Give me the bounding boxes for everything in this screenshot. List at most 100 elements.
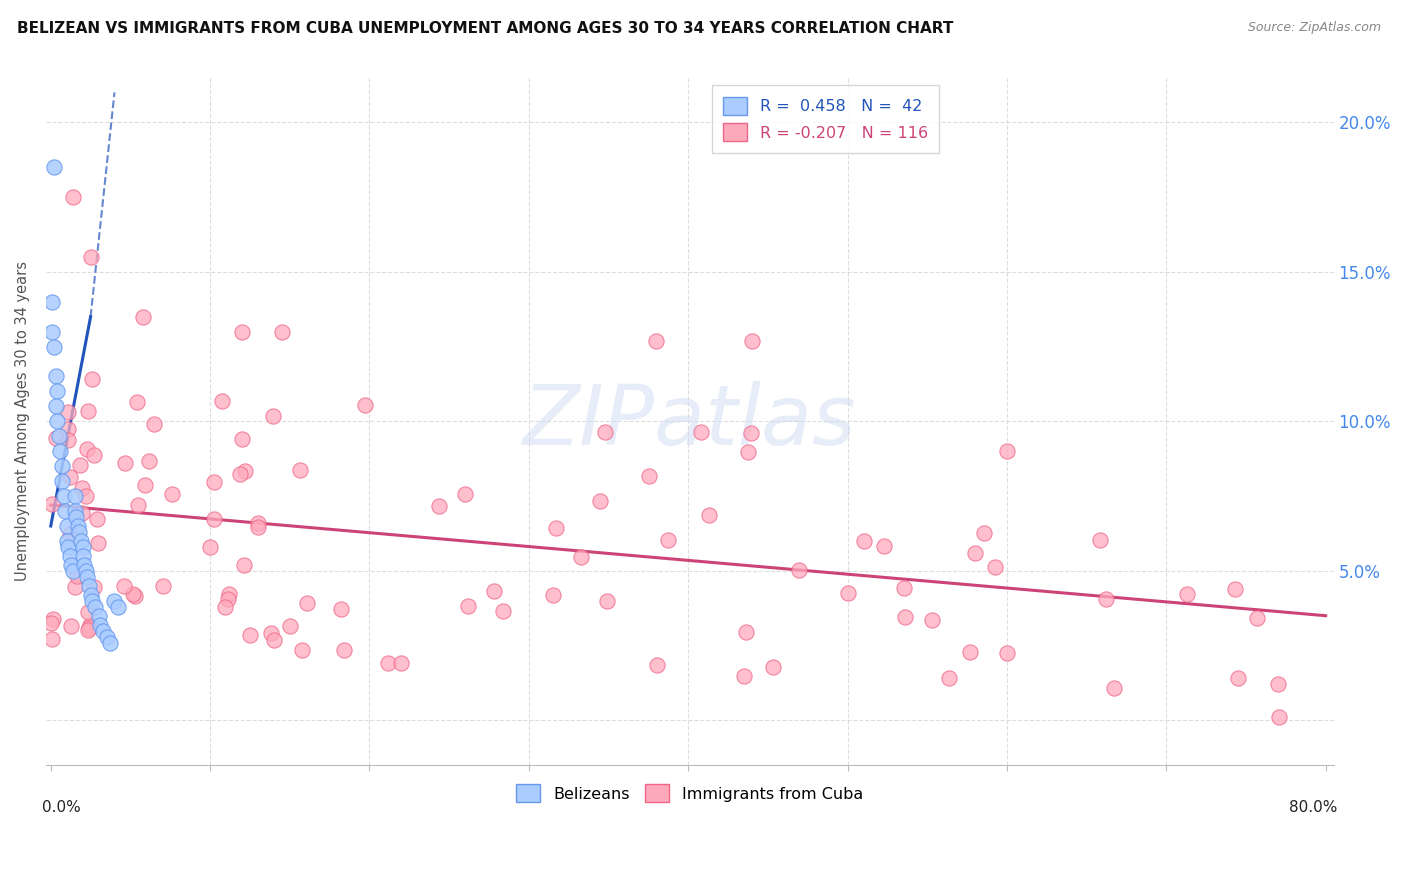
Point	[232, 558, 254, 572]
Point	[921, 613, 943, 627]
Point	[204, 475, 226, 489]
Point	[138, 454, 160, 468]
Point	[42, 612, 65, 626]
Point	[938, 671, 960, 685]
Point	[79, 621, 101, 635]
Point	[44, 400, 66, 414]
Point	[134, 477, 156, 491]
Text: ZIPatlas: ZIPatlas	[523, 381, 856, 462]
Point	[66, 569, 89, 583]
Point	[62, 190, 84, 204]
Point	[69, 458, 91, 472]
Point	[218, 587, 240, 601]
Point	[72, 540, 94, 554]
Point	[93, 624, 115, 638]
Point	[595, 425, 617, 439]
Point	[125, 395, 148, 409]
Point	[87, 536, 110, 550]
Point	[59, 549, 82, 563]
Point	[84, 599, 107, 614]
Point	[41, 294, 63, 309]
Point	[377, 657, 399, 671]
Point	[67, 524, 90, 539]
Point	[160, 487, 183, 501]
Point	[114, 456, 136, 470]
Point	[59, 470, 82, 484]
Point	[63, 504, 86, 518]
Point	[541, 588, 564, 602]
Point	[56, 434, 79, 448]
Point	[79, 617, 101, 632]
Point	[789, 563, 811, 577]
Point	[42, 340, 65, 354]
Point	[51, 459, 73, 474]
Point	[56, 422, 79, 436]
Point	[762, 660, 785, 674]
Point	[893, 582, 915, 596]
Point	[288, 462, 311, 476]
Point	[333, 642, 356, 657]
Point	[49, 444, 72, 458]
Point	[657, 533, 679, 547]
Point	[52, 489, 75, 503]
Point	[589, 494, 612, 508]
Point	[55, 519, 77, 533]
Point	[1088, 533, 1111, 548]
Point	[973, 526, 995, 541]
Point	[354, 397, 377, 411]
Point	[76, 404, 98, 418]
Point	[59, 527, 82, 541]
Point	[737, 445, 759, 459]
Point	[734, 669, 756, 683]
Point	[278, 618, 301, 632]
Point	[837, 586, 859, 600]
Point	[112, 579, 135, 593]
Point	[70, 533, 93, 548]
Text: 0.0%: 0.0%	[42, 799, 82, 814]
Point	[852, 534, 875, 549]
Point	[72, 549, 94, 563]
Point	[44, 369, 66, 384]
Point	[60, 619, 83, 633]
Text: BELIZEAN VS IMMIGRANTS FROM CUBA UNEMPLOYMENT AMONG AGES 30 TO 34 YEARS CORRELAT: BELIZEAN VS IMMIGRANTS FROM CUBA UNEMPLO…	[17, 21, 953, 36]
Point	[233, 464, 256, 478]
Point	[58, 540, 80, 554]
Point	[291, 643, 314, 657]
Legend: Belizeans, Immigrants from Cuba: Belizeans, Immigrants from Cuba	[510, 778, 870, 809]
Point	[1104, 681, 1126, 696]
Point	[62, 564, 84, 578]
Point	[735, 625, 758, 640]
Point	[873, 539, 896, 553]
Point	[53, 504, 76, 518]
Point	[77, 605, 100, 619]
Point	[389, 656, 412, 670]
Point	[1267, 677, 1289, 691]
Point	[83, 448, 105, 462]
Point	[544, 521, 567, 535]
Point	[75, 564, 97, 578]
Point	[41, 325, 63, 339]
Point	[41, 497, 63, 511]
Point	[1095, 592, 1118, 607]
Point	[1175, 587, 1198, 601]
Point	[55, 533, 77, 548]
Point	[70, 506, 93, 520]
Point	[984, 560, 1007, 574]
Point	[217, 591, 239, 606]
Point	[41, 632, 63, 646]
Point	[152, 579, 174, 593]
Point	[645, 658, 668, 673]
Point	[143, 417, 166, 432]
Point	[963, 546, 986, 560]
Point	[995, 646, 1018, 660]
Point	[87, 608, 110, 623]
Y-axis label: Unemployment Among Ages 30 to 34 years: Unemployment Among Ages 30 to 34 years	[15, 261, 30, 582]
Point	[56, 405, 79, 419]
Point	[77, 623, 100, 637]
Point	[127, 498, 149, 512]
Point	[741, 334, 763, 348]
Point	[107, 599, 129, 614]
Point	[46, 384, 69, 399]
Point	[82, 593, 104, 607]
Point	[63, 580, 86, 594]
